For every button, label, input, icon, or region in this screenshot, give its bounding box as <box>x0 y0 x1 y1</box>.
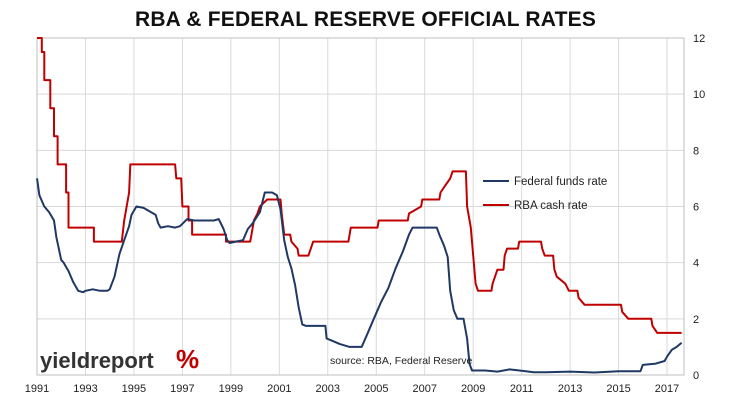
x-tick-label: 2007 <box>412 383 436 395</box>
source-annotation: source: RBA, Federal Reserve <box>330 355 473 367</box>
logo-percent-symbol: % <box>176 344 199 374</box>
x-tick-label: 2003 <box>316 383 340 395</box>
y-axis-ticks: 0 2 4 6 8 10 12 <box>693 33 705 382</box>
series-line-rba-cash-rate <box>37 37 682 334</box>
x-tick-label: 1997 <box>170 383 194 395</box>
plot-border <box>36 37 685 376</box>
x-tick-label: 1995 <box>122 383 146 395</box>
x-tick-label: 2001 <box>267 383 291 395</box>
x-tick-label: 2005 <box>364 383 388 395</box>
legend: Federal funds rate RBA cash rate <box>483 176 607 212</box>
legend-label: Federal funds rate <box>514 176 607 188</box>
x-tick-label: 2011 <box>510 383 534 395</box>
x-tick-label: 2015 <box>606 383 630 395</box>
y-tick-label: 4 <box>693 258 699 270</box>
series-line-federal-funds-rate <box>36 178 683 374</box>
y-tick-label: 0 <box>693 370 699 382</box>
legend-label: RBA cash rate <box>514 200 588 212</box>
x-tick-label: 2009 <box>461 383 485 395</box>
y-tick-label: 2 <box>693 314 699 326</box>
x-tick-label: 2017 <box>655 383 679 395</box>
y-tick-label: 12 <box>693 33 705 45</box>
x-tick-label: 1999 <box>219 383 243 395</box>
yieldreport-logo: yieldreport % <box>40 344 199 374</box>
series-lines <box>36 37 683 374</box>
grid-lines <box>36 37 685 376</box>
y-tick-label: 6 <box>693 202 699 214</box>
y-tick-label: 10 <box>693 89 705 101</box>
y-tick-label: 8 <box>693 145 699 157</box>
x-tick-label: 2013 <box>558 383 582 395</box>
logo-text: yieldreport <box>40 348 154 373</box>
x-tick-label: 1991 <box>25 383 49 395</box>
chart-title: RBA & FEDERAL RESERVE OFFICIAL RATES <box>134 8 597 31</box>
x-tick-label: 1993 <box>73 383 97 395</box>
x-axis-ticks: 1991 1993 1995 1997 1999 2001 2003 2005 2007 2009… <box>25 383 680 395</box>
